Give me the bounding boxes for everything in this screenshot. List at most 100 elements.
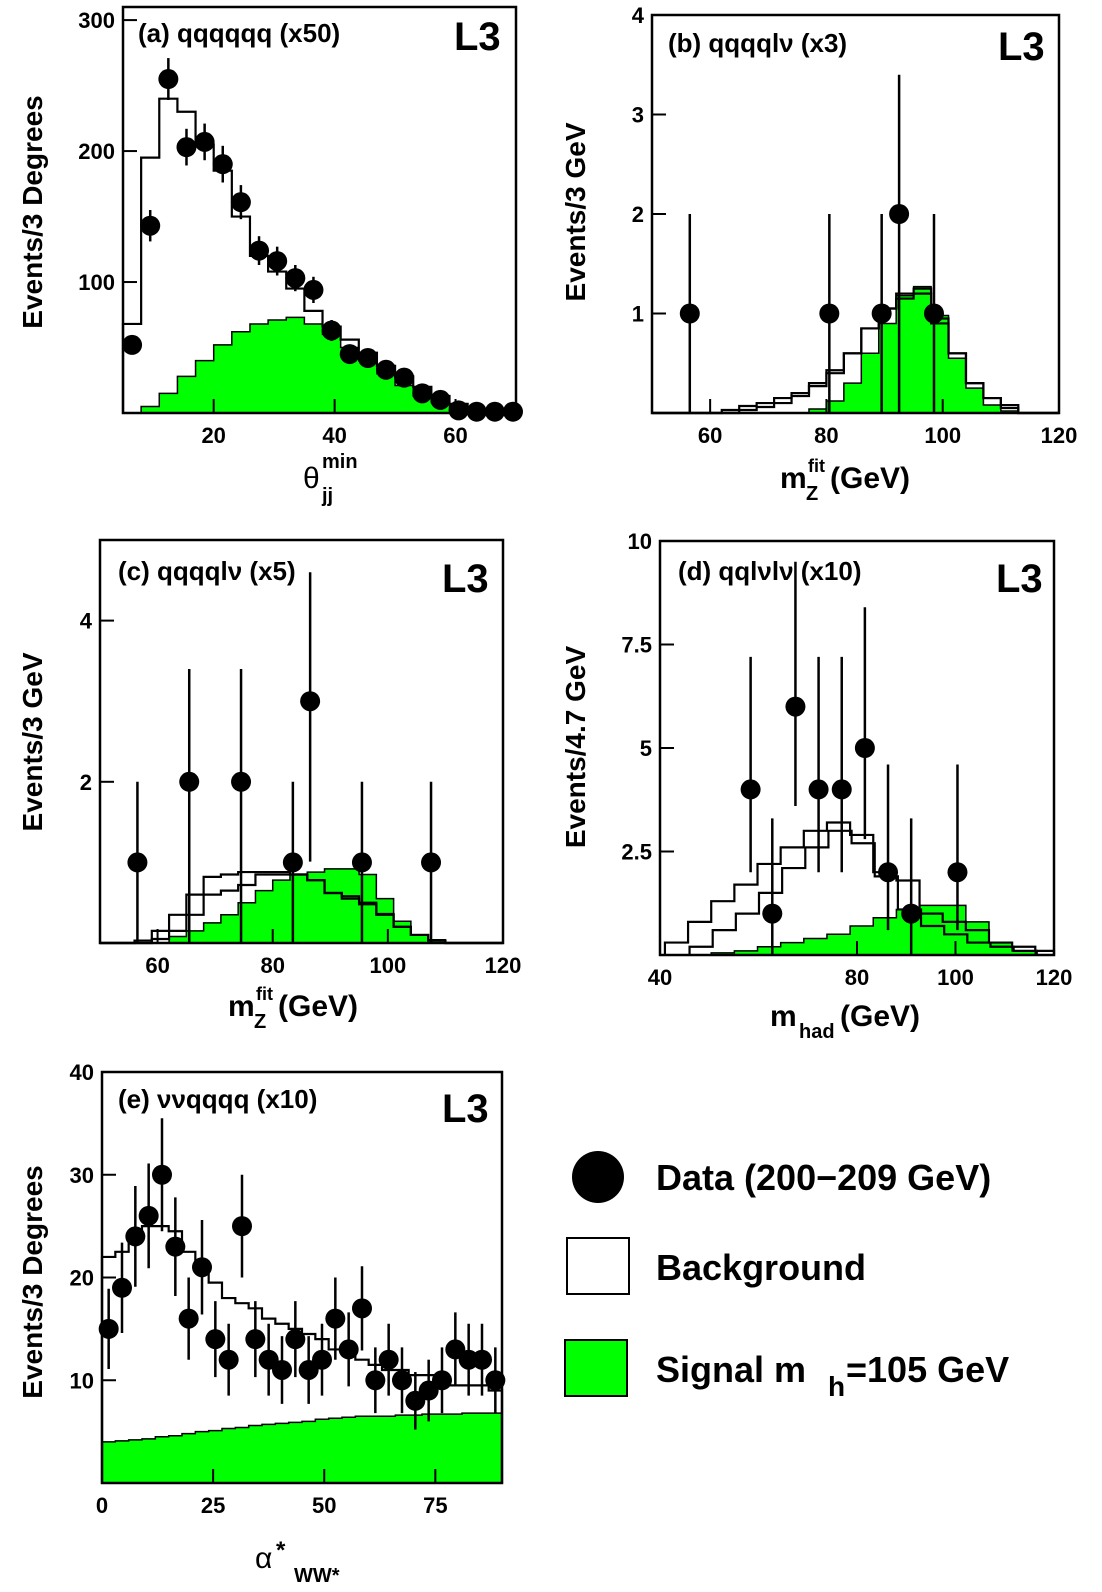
panel-b-signal-histogram — [652, 285, 1059, 414]
panel-d-ytick-label: 10 — [628, 529, 652, 554]
panel-b-xlabel-sub: Z — [806, 483, 818, 505]
panel-c-xlabel-main: m — [228, 990, 255, 1023]
legend-data-label: Data (200−209 GeV) — [656, 1157, 991, 1198]
panel-e-xtick-label: 0 — [96, 1493, 108, 1518]
panel-d-xtick-label: 40 — [648, 965, 672, 990]
panel-e: 0 25 50 75 10 20 30 40 (e) ννqqqq (x10) L3 Even… — [17, 1060, 506, 1587]
panel-b-ylabel: Events/3 GeV — [560, 122, 591, 301]
panel-e-l3-label: L3 — [442, 1087, 489, 1131]
panel-e-data-point — [152, 1164, 172, 1185]
panel-e-xlabel-sub: WW* — [294, 1565, 340, 1587]
panel-e-data-point — [338, 1339, 359, 1360]
panel-d-ylabel: Events/4.7 GeV — [560, 646, 591, 849]
panel-c-data-point — [351, 852, 372, 873]
panel-c-title: (c) qqqqlν (x5) — [118, 556, 296, 586]
panel-e-data-point — [378, 1349, 399, 1370]
panel-c-ytick-label: 2 — [80, 770, 92, 795]
panel-c-xtick-label: 60 — [145, 953, 169, 978]
panel-a-data-point — [448, 400, 469, 421]
panel-e-data-point — [165, 1236, 186, 1257]
panel-a-axes-frame — [121, 5, 518, 415]
panel-a-ytick-label: 300 — [78, 8, 115, 33]
panel-a-data-point — [484, 401, 505, 422]
panel-c-ylabel: Events/3 GeV — [17, 652, 48, 831]
panel-e-xtick-label: 25 — [201, 1493, 225, 1518]
panel-e-ytick-label: 40 — [70, 1060, 94, 1085]
panel-d-xlabel-unit: (GeV) — [840, 1000, 920, 1033]
panel-a-data-point — [339, 344, 360, 365]
panel-c-data-point — [282, 852, 303, 873]
panel-b-xtick-label: 80 — [814, 423, 838, 448]
panel-b-background-histogram-2 — [652, 292, 1059, 415]
panel-b-xtick-label: 60 — [698, 423, 722, 448]
panel-a-data-point — [194, 131, 215, 152]
panel-a-xlabel-sup: min — [322, 451, 358, 473]
panel-d-title: (d) qqlνlν (x10) — [678, 556, 861, 586]
panel-a-data-point — [285, 268, 306, 289]
panel-d-data-point — [785, 696, 806, 717]
panel-a-data-point — [303, 279, 324, 300]
panel-a-data-point — [502, 401, 523, 422]
panel-d-data-point — [901, 903, 922, 924]
panel-e-data-point — [205, 1329, 226, 1350]
panel-e-title: (e) ννqqqq (x10) — [118, 1084, 317, 1114]
panel-e-data-point — [245, 1329, 266, 1350]
panel-a-plot: 20 40 60 100 200 300 — [78, 5, 523, 448]
legend-background-swatch — [566, 1237, 630, 1295]
panel-b-data-point — [923, 303, 944, 324]
panel-b-data-point — [889, 204, 910, 224]
panel-e-ytick-label: 20 — [70, 1266, 94, 1291]
panel-c-xlabel-sup: fit — [256, 984, 273, 1004]
panel-b-xlabel-unit: (GeV) — [830, 462, 910, 495]
panel-e-data-point — [218, 1349, 239, 1370]
panel-e-data-point — [485, 1370, 506, 1391]
panel-d-xlabel: m had (GeV) — [770, 1000, 920, 1043]
panel-c-data-point — [421, 852, 442, 873]
panel-d-xlabel-main: m — [770, 1000, 797, 1033]
panel-e-ylabel: Events/3 Degrees — [17, 1165, 48, 1398]
panel-e-data-point — [472, 1349, 492, 1370]
panel-b-data-point — [819, 303, 840, 324]
panel-c-data-point — [231, 771, 252, 792]
panel-e-data-point — [312, 1349, 332, 1370]
panel-e-data-point — [192, 1257, 212, 1278]
panel-d-data-point — [831, 779, 852, 800]
panel-a-signal-histogram — [123, 316, 516, 414]
panel-e-signal-histogram — [101, 1412, 503, 1484]
panel-d-data-point — [808, 779, 829, 800]
panel-c-plot: 60 80 100 120 2 4 — [80, 538, 521, 978]
panel-d-xtick-label: 100 — [937, 965, 974, 990]
panel-e-data-point — [352, 1298, 372, 1319]
panel-b: 60 80 100 120 1 2 3 4 (b) qqqqlν (x3) L3 Events… — [560, 3, 1077, 505]
panel-d-background-histogram-2 — [688, 829, 1038, 955]
panel-e-xlabel-sup: * — [276, 1537, 286, 1564]
panel-c-data-point — [127, 852, 148, 873]
panel-e-data-point — [272, 1359, 292, 1380]
panel-a-title: (a) qqqqqq (x50) — [138, 18, 340, 48]
panel-d-background-histogram — [663, 821, 1056, 955]
panel-a: 20 40 60 100 200 300 (a) qqqqqq (x50) L3 Even… — [17, 5, 523, 507]
panel-e-data-point — [365, 1370, 386, 1391]
panel-a-data-point — [466, 401, 487, 422]
panel-a-data-point — [394, 367, 415, 388]
panel-a-data-point — [158, 69, 179, 90]
panel-b-xlabel: m fit Z (GeV) — [780, 456, 910, 505]
panel-a-data-point — [230, 192, 251, 213]
panel-a-data-point — [357, 347, 378, 368]
panel-c-xtick-label: 80 — [260, 953, 284, 978]
panel-b-l3-label: L3 — [998, 25, 1045, 69]
panel-e-xtick-label: 75 — [423, 1493, 447, 1518]
panel-c-xlabel-sub: Z — [254, 1011, 266, 1033]
panel-d-data-point — [947, 862, 968, 883]
panel-d-data-point — [854, 738, 875, 758]
panel-a-l3-label: L3 — [454, 15, 501, 59]
panel-d-l3-label: L3 — [996, 557, 1043, 601]
panel-a-data-point — [122, 334, 143, 355]
legend-background-entry: Background — [566, 1237, 866, 1295]
panel-d-data-point — [740, 779, 761, 800]
panel-c-data-point — [300, 691, 321, 712]
panel-e-xlabel-main: α — [255, 1542, 272, 1575]
panel-c-xlabel: m fit Z (GeV) — [228, 984, 358, 1033]
panel-e-data-point — [232, 1216, 252, 1237]
